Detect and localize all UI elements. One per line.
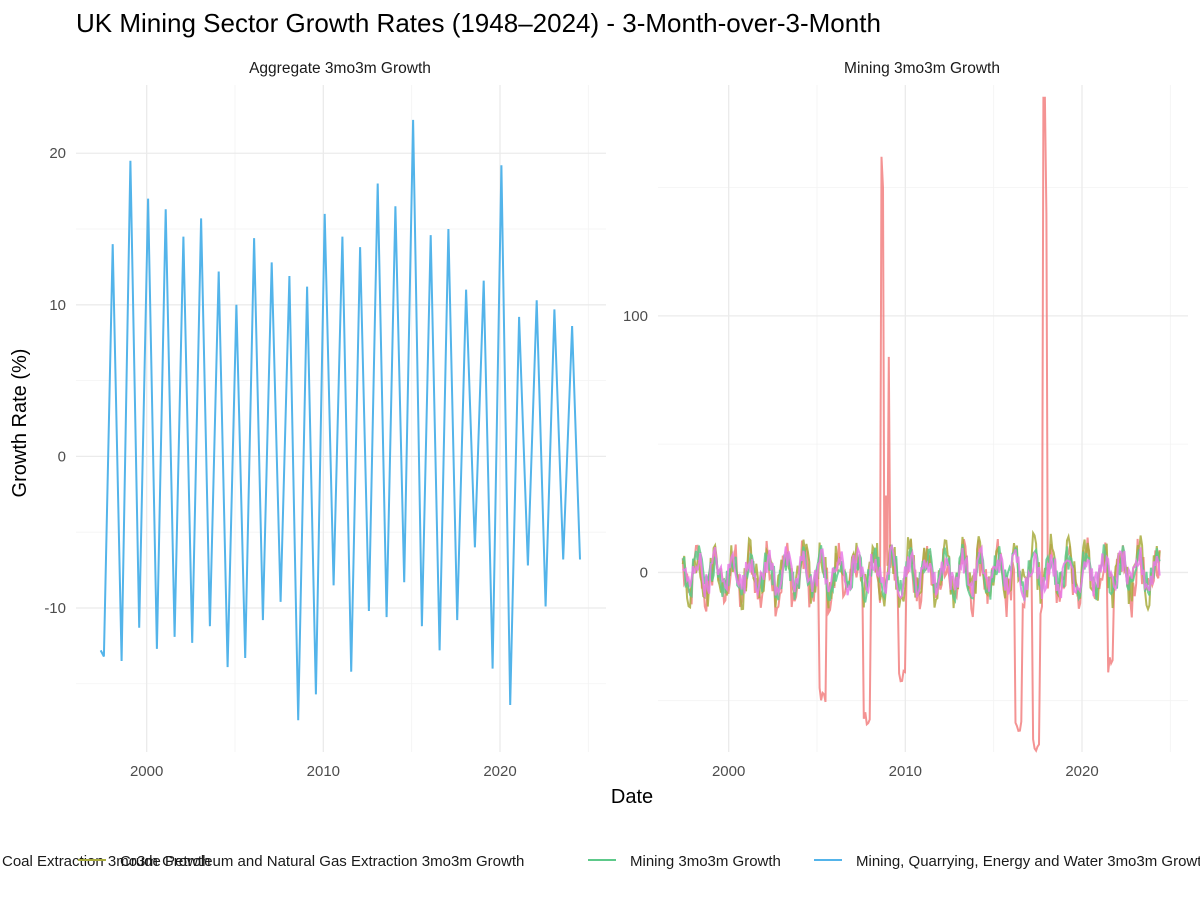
series-mining: [681, 96, 1161, 753]
legend-label-crude: Crude Petroleum and Natural Gas Extracti…: [120, 853, 524, 870]
x-tick-label: 2000: [130, 763, 163, 780]
y-tick-label: 20: [49, 145, 66, 162]
x-axis-title: Date: [611, 786, 653, 808]
series-line-coal: [681, 96, 1161, 753]
y-tick-label: 0: [58, 448, 66, 465]
x-tick-label: 2020: [1065, 763, 1098, 780]
series-line-crude: [681, 529, 1161, 613]
x-tick-label: 2000: [712, 763, 745, 780]
y-tick-label: -10: [44, 600, 66, 617]
ticks-aggregate: 2000 2010 2020 -10 0 10 20: [44, 145, 516, 780]
legend-label-coal: Coal Extraction 3mo3m Growth: [2, 853, 210, 870]
ticks-mining: 2000 2010 2020 0 100: [623, 308, 1099, 780]
legend-label-agg: Mining, Quarrying, Energy and Water 3mo3…: [856, 853, 1200, 870]
y-tick-label: 10: [49, 297, 66, 314]
y-tick-label: 0: [640, 564, 648, 581]
x-tick-label: 2020: [483, 763, 516, 780]
chart-title: UK Mining Sector Growth Rates (1948–2024…: [76, 8, 881, 38]
y-axis-title: Growth Rate (%): [9, 349, 31, 498]
strip-label-mining: Mining 3mo3m Growth: [844, 60, 1000, 77]
series-line-agg: [99, 119, 581, 721]
x-tick-label: 2010: [889, 763, 922, 780]
x-tick-label: 2010: [307, 763, 340, 780]
panel-mining: Mining 3mo3m Growth 2000 2010 2020 0 100: [623, 60, 1188, 780]
panel-aggregate: Aggregate 3mo3m Growth 2000 2010 2020 -10 0 1…: [44, 60, 606, 780]
grid-aggregate: [76, 85, 606, 752]
legend-label-mining: Mining 3mo3m Growth: [630, 853, 781, 870]
series-line-other: [682, 543, 1161, 603]
y-tick-label: 100: [623, 308, 648, 325]
strip-label-aggregate: Aggregate 3mo3m Growth: [249, 60, 431, 77]
series-aggregate: [99, 119, 581, 721]
